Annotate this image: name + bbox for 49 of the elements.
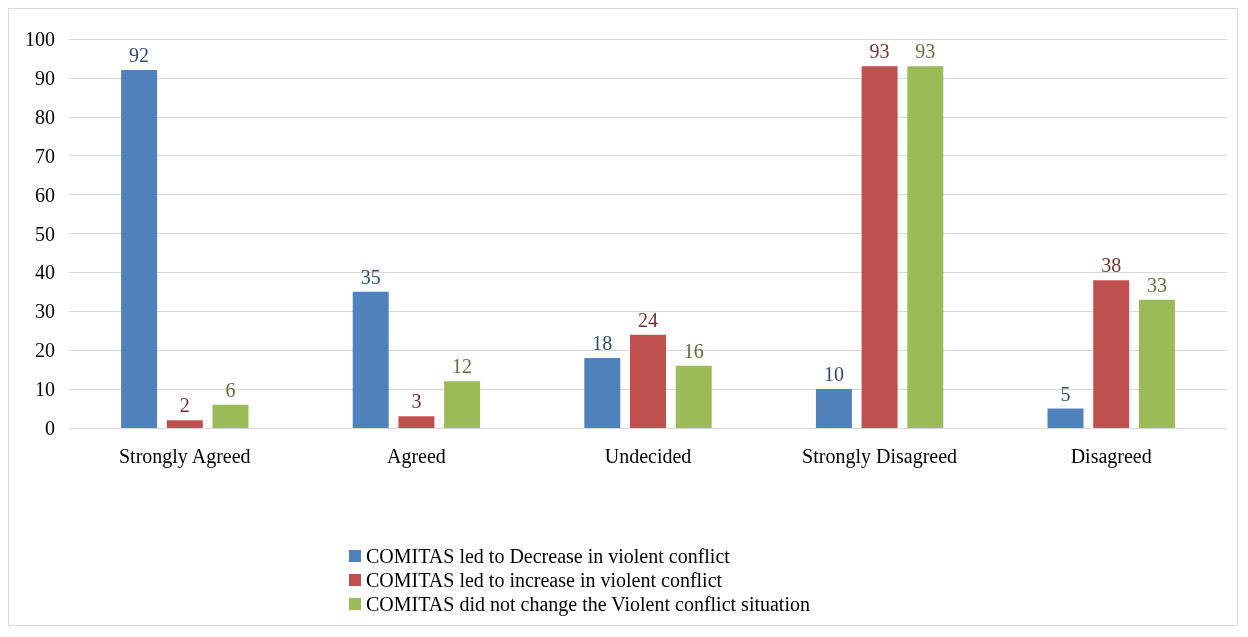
data-label: 3 <box>411 390 422 413</box>
data-label: 2 <box>179 394 190 417</box>
bar <box>584 357 621 428</box>
data-label: 35 <box>360 265 381 288</box>
bar <box>398 416 435 428</box>
data-label: 10 <box>823 363 844 386</box>
bar <box>166 420 203 428</box>
legend-label: COMITAS led to increase in violent conflict <box>366 569 723 591</box>
data-label: 16 <box>683 339 704 362</box>
bar <box>675 365 712 428</box>
x-tick-label: Strongly Disagreed <box>802 445 958 468</box>
bar <box>815 389 852 428</box>
bar <box>1138 299 1175 428</box>
bar <box>907 66 944 428</box>
y-tick-label: 70 <box>35 144 55 167</box>
y-tick-label: 10 <box>35 378 55 401</box>
x-tick-label: Undecided <box>604 445 692 467</box>
bar <box>1093 280 1130 428</box>
bar <box>121 70 158 428</box>
y-tick-label: 0 <box>45 417 55 439</box>
data-label: 18 <box>592 331 613 354</box>
x-tick-label: Strongly Agreed <box>118 445 251 468</box>
bar <box>630 334 666 428</box>
bar <box>1047 408 1084 428</box>
data-label: 92 <box>129 44 150 67</box>
y-tick-label: 100 <box>25 28 55 50</box>
y-tick-label: 40 <box>35 261 55 284</box>
data-label: 24 <box>638 308 658 331</box>
y-tick-label: 30 <box>35 300 55 323</box>
data-label: 33 <box>1146 273 1167 296</box>
bar <box>444 381 481 428</box>
y-tick-label: 50 <box>35 222 55 245</box>
x-tick-label: Agreed <box>386 445 446 468</box>
data-label: 93 <box>869 40 890 63</box>
y-tick-label: 20 <box>35 339 55 362</box>
bar <box>212 404 249 428</box>
data-label: 12 <box>452 355 473 378</box>
legend-label: COMITAS led to Decrease in violent conflict <box>366 545 731 567</box>
data-label: 5 <box>1060 382 1071 405</box>
data-label: 6 <box>225 378 236 401</box>
bar <box>861 66 898 428</box>
data-label: 93 <box>915 40 936 63</box>
y-tick-label: 60 <box>35 183 55 206</box>
legend-label: COMITAS did not change the Violent conflict situation <box>366 593 810 616</box>
y-tick-label: 80 <box>35 105 55 128</box>
bar <box>352 291 389 428</box>
x-tick-label: Disagreed <box>1070 445 1152 468</box>
y-tick-label: 90 <box>35 66 55 89</box>
data-label: 38 <box>1101 254 1122 277</box>
